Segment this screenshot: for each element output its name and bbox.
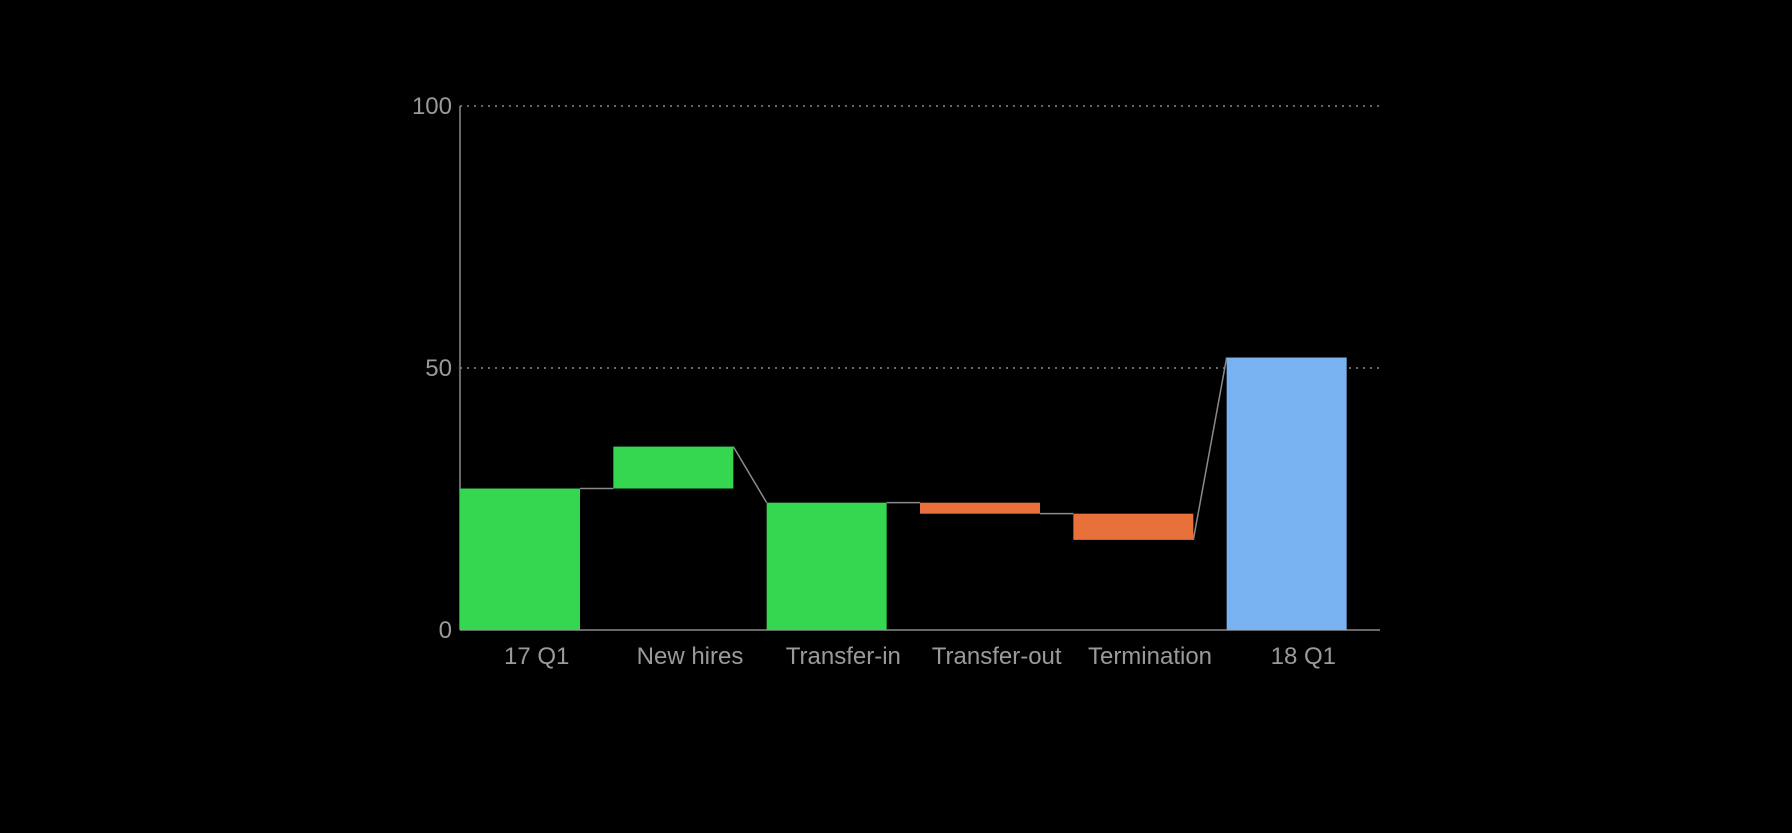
bar-transfer-out bbox=[920, 502, 1040, 514]
bar-18-q1 bbox=[1226, 357, 1347, 630]
x-tick-label-transfer-in: Transfer-in bbox=[786, 643, 901, 670]
x-tick-label-18-q1: 18 Q1 bbox=[1271, 643, 1336, 670]
bar-new-hires bbox=[613, 446, 734, 489]
x-tick-label-new-hires: New hires bbox=[637, 643, 744, 670]
connector-1 bbox=[732, 446, 768, 504]
grid-layer bbox=[460, 105, 1380, 369]
bar-17-q1 bbox=[460, 488, 580, 630]
bar-layer bbox=[460, 357, 1347, 630]
connector-4 bbox=[1192, 357, 1228, 541]
y-tick-label-0: 0 bbox=[439, 617, 452, 644]
y-tick-label-100: 100 bbox=[412, 93, 452, 120]
label-layer: 0 50 100 17 Q1 New hires Transfer-in Transfer-… bbox=[412, 93, 1336, 670]
connector-layer bbox=[580, 357, 1228, 541]
x-tick-label-transfer-out: Transfer-out bbox=[932, 643, 1062, 670]
bar-termination bbox=[1073, 513, 1194, 540]
x-tick-label-termination: Termination bbox=[1088, 643, 1212, 670]
x-tick-label-17-q1: 17 Q1 bbox=[504, 643, 569, 670]
y-tick-label-50: 50 bbox=[425, 355, 452, 382]
bar-transfer-in bbox=[766, 502, 887, 630]
